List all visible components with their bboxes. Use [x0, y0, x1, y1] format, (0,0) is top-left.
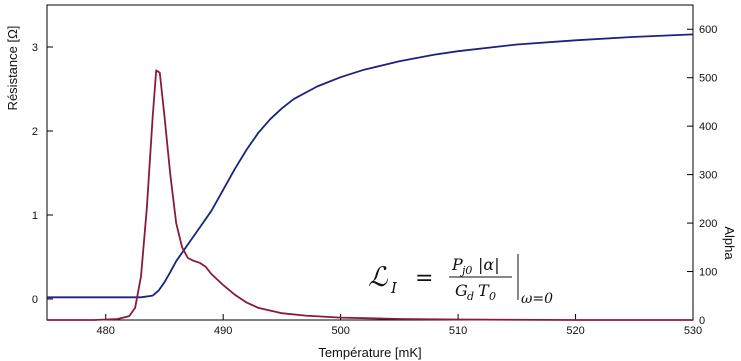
- equation-equals: =: [415, 266, 433, 291]
- y-left-tick-label: 3: [32, 42, 38, 54]
- x-tick-label: 500: [331, 325, 349, 337]
- equation-denominator-rest: T: [478, 281, 490, 300]
- y-right-tick-label: 500: [699, 73, 717, 85]
- x-tick-label: 480: [97, 325, 115, 337]
- y-left-tick-label: 1: [32, 210, 38, 222]
- equation-annotation: ℒ I = P j0 |α| G d T 0 ω=0: [368, 254, 553, 307]
- x-tick-label: 530: [684, 325, 702, 337]
- y-right-tick-label: 600: [699, 24, 717, 36]
- alpha-line: [47, 69, 693, 321]
- x-axis-label: Température [mK]: [318, 345, 421, 360]
- equation-numerator: P: [451, 255, 463, 274]
- y-left-tick-label: 0: [32, 294, 38, 306]
- y-right-tick-label: 200: [699, 218, 717, 230]
- equation-numerator-rest: |α|: [478, 255, 500, 274]
- equation-denominator-rest-sub: 0: [489, 290, 496, 303]
- y-right-tick-label: 0: [699, 315, 705, 327]
- equation-eval-sub: ω=0: [521, 291, 553, 307]
- equation-lhs: ℒ: [368, 262, 388, 293]
- y-left-tick-label: 2: [32, 126, 38, 138]
- plot-frame: [46, 4, 694, 321]
- resistance-line: [47, 33, 694, 299]
- right-axis-ticks: 0 100 200 300 400 500 600: [687, 24, 717, 327]
- x-axis-ticks: 480 490 500 510 520 530: [97, 314, 702, 337]
- y-axis-right-label: Alpha: [722, 226, 737, 260]
- x-tick-label: 520: [566, 325, 584, 337]
- equation-denominator: G: [455, 281, 468, 300]
- left-axis-ticks: 0 1 2 3: [32, 42, 53, 306]
- y-right-tick-label: 300: [699, 170, 717, 182]
- equation-numerator-sub: j0: [459, 264, 472, 277]
- x-tick-label: 510: [449, 325, 467, 337]
- y-right-tick-label: 400: [699, 121, 717, 133]
- equation-lhs-sub: I: [390, 279, 398, 297]
- y-right-tick-label: 100: [699, 267, 717, 279]
- equation-denominator-sub: d: [467, 290, 474, 303]
- y-axis-left-label: Résistance [Ω]: [5, 26, 20, 111]
- x-tick-label: 490: [214, 325, 232, 337]
